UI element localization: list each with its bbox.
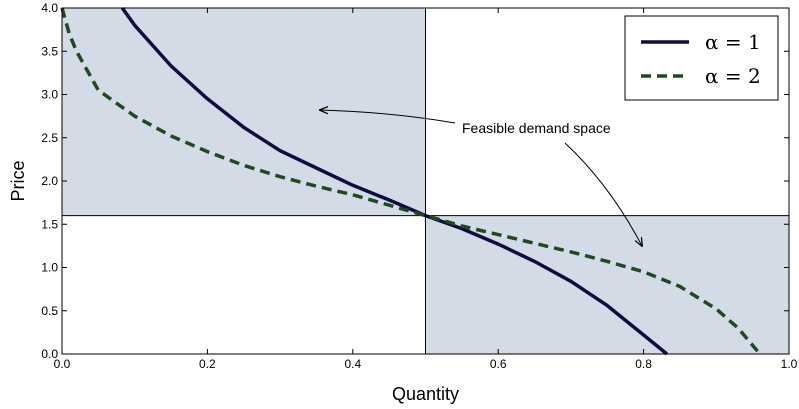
y-tick-label: 4.0 [41, 1, 58, 15]
y-tick-label: 0.5 [41, 304, 58, 318]
y-tick-label: 1.5 [41, 217, 58, 231]
y-tick-label: 0.0 [41, 347, 58, 361]
legend-label-2: α = 2 [705, 64, 761, 88]
x-axis-label: Quantity [392, 384, 459, 404]
annotation-text: Feasible demand space [462, 120, 611, 136]
y-tick-label: 2.5 [41, 131, 58, 145]
x-tick-label: 0.2 [199, 357, 216, 371]
y-tick-label: 1.0 [41, 261, 58, 275]
x-tick-label: 0.8 [635, 357, 652, 371]
shaded-region-1 [62, 8, 426, 216]
y-axis-label: Price [8, 160, 28, 201]
y-tick-label: 3.5 [41, 44, 58, 58]
annotation-arrow-upper [320, 110, 456, 124]
series-line-alpha-1 [120, 6, 669, 356]
series-line-alpha-2 [60, 7, 762, 356]
legend-label-1: α = 1 [705, 30, 761, 54]
y-tick-label: 3.0 [41, 88, 58, 102]
y-tick-label: 2.0 [41, 174, 58, 188]
annotation-arrow-lower [564, 142, 642, 246]
x-tick-label: 0.4 [344, 357, 361, 371]
x-tick-label: 0.0 [54, 357, 71, 371]
x-tick-label: 1.0 [781, 357, 798, 371]
x-tick-label: 0.6 [490, 357, 507, 371]
legend-box [624, 15, 779, 101]
